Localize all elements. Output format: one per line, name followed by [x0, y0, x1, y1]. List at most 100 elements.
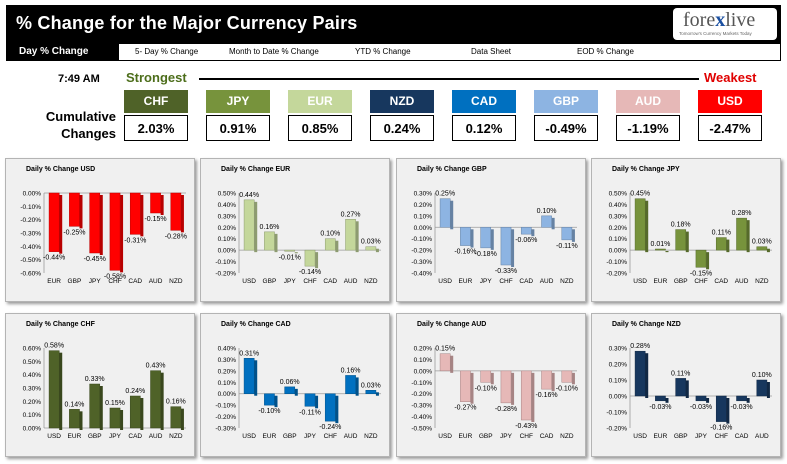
data-label: -0.28% — [165, 233, 187, 240]
x-tick-label: CAD — [714, 278, 728, 285]
data-label: 0.24% — [125, 388, 145, 395]
bar-eur — [460, 370, 471, 402]
x-tick-label: CAD — [323, 278, 337, 285]
bar-chart-aud: 0.20% 0.10% 0.00% -0.10% -0.20% -0.30% -0.40% -… — [411, 346, 578, 441]
tab-day-change[interactable]: Day % Change — [7, 44, 119, 60]
data-label: -0.03% — [730, 404, 752, 411]
chart-panel-jpy: Daily % Change JPY 0.50% 0.40% 0.30% 0.20% 0.… — [591, 158, 781, 302]
bar-chart-jpy: 0.50% 0.40% 0.30% 0.20% 0.10% 0.00% -0.10% -0.2… — [606, 191, 772, 285]
x-tick-label: EUR — [459, 278, 473, 285]
tab-eod-change[interactable]: EOD % Change — [577, 47, 634, 56]
bar-shadow — [99, 195, 103, 255]
x-tick-label: USD — [633, 278, 647, 285]
data-label: 0.16% — [259, 224, 279, 231]
bar-shadow — [766, 382, 770, 398]
data-label: -0.01% — [279, 254, 301, 261]
page-title: % Change for the Major Currency Pairs — [16, 13, 358, 33]
y-tick-label: -0.40% — [20, 244, 41, 251]
x-tick-label: AUD — [344, 278, 358, 285]
data-label: 0.15% — [435, 346, 455, 353]
bar-cad — [715, 237, 727, 251]
bar-shadow — [335, 395, 339, 424]
tile-cad-value: 0.12% — [452, 115, 516, 141]
bar-cad — [541, 370, 552, 390]
bar-gbp — [480, 370, 492, 383]
data-label: -0.15% — [690, 270, 712, 277]
bar-eur — [460, 227, 471, 246]
strength-scale-line — [199, 78, 699, 80]
y-tick-label: 0.00% — [23, 191, 42, 198]
y-tick-label: -0.30% — [411, 259, 432, 266]
chart-title: Daily % Change GBP — [417, 166, 487, 173]
bar-shadow — [59, 195, 63, 254]
data-label: -0.43% — [515, 423, 537, 430]
bar-aud — [345, 375, 356, 394]
bar-gbp — [264, 231, 275, 251]
bar-gbp — [675, 378, 687, 397]
y-tick-label: 0.10% — [414, 213, 433, 220]
tab-5-day-change[interactable]: 5- Day % Change — [135, 47, 199, 56]
forexlive-logo[interactable]: forexlive Tomorrow's Currency Markets To… — [673, 8, 777, 40]
x-tick-label: AUD — [540, 278, 554, 285]
y-tick-label: -0.60% — [20, 271, 41, 278]
bar-shadow — [355, 377, 359, 396]
x-tick-label: EUR — [459, 433, 473, 440]
x-tick-label: USD — [242, 433, 256, 440]
tile-usd-value: -2.47% — [698, 115, 762, 141]
x-tick-label: CAD — [519, 278, 533, 285]
bar-jpy — [109, 407, 121, 429]
tile-gbp-code: GBP — [534, 90, 598, 113]
bar-chf — [304, 249, 316, 267]
data-label: 0.10% — [537, 208, 557, 215]
x-tick-label: CAD — [128, 433, 142, 440]
bar-shadow — [355, 221, 359, 253]
y-tick-label: -0.30% — [411, 403, 432, 410]
data-label: -0.18% — [475, 251, 497, 258]
x-tick-label: CHF — [499, 278, 512, 285]
tab-ytd-change[interactable]: YTD % Change — [355, 47, 411, 56]
x-tick-label: USD — [438, 278, 452, 285]
bar-chart-chf: 0.60% 0.50% 0.40% 0.30% 0.20% 0.10% 0.00% 0.58%… — [23, 343, 186, 440]
data-label: 0.11% — [671, 370, 690, 377]
x-tick-label: EUR — [654, 433, 668, 440]
chart-panel-eur: Daily % Change EUR 0.50% 0.40% 0.30% 0.20% 0.… — [200, 158, 390, 302]
chart-panel-nzd: Daily % Change NZD 0.30% 0.20% 0.10% 0.00% -0… — [591, 313, 781, 457]
x-tick-label: GBP — [674, 433, 688, 440]
x-tick-label: NZD — [364, 278, 378, 285]
bar-shadow — [571, 229, 575, 242]
chart-panel-chf: Daily % Change CHF 0.60% 0.50% 0.40% 0.30% 0.… — [5, 313, 195, 457]
bar-shadow — [470, 372, 474, 404]
bar-shadow — [59, 352, 63, 430]
chart-title: Daily % Change NZD — [612, 321, 681, 328]
bar-shadow — [746, 398, 750, 403]
x-tick-label: CHF — [715, 433, 728, 440]
y-tick-label: -0.30% — [215, 426, 236, 433]
y-tick-label: 0.00% — [609, 248, 628, 255]
bar-chart-gbp: 0.30% 0.20% 0.10% 0.00% -0.10% -0.20% -0.30% -0… — [411, 191, 577, 286]
data-label: 0.44% — [239, 192, 259, 199]
data-label: -0.24% — [319, 424, 341, 431]
y-tick-label: 0.00% — [23, 426, 42, 433]
tab-month-to-date-change[interactable]: Month to Date % Change — [229, 47, 319, 56]
y-tick-label: -0.20% — [215, 414, 236, 421]
bar-shadow — [511, 229, 515, 267]
data-label: 0.58% — [44, 343, 64, 350]
x-tick-label: AUD — [149, 278, 163, 285]
y-tick-label: 0.20% — [23, 399, 42, 406]
data-label: -0.15% — [144, 216, 166, 223]
x-tick-label: AUD — [755, 433, 769, 440]
bar-shadow — [120, 195, 124, 273]
data-label: 0.11% — [712, 230, 731, 237]
bar-jpy — [89, 192, 101, 254]
data-label: -0.16% — [535, 392, 557, 399]
bar-shadow — [274, 395, 278, 408]
bar-cad — [520, 227, 532, 235]
cumulative-changes-label: Cumulative Changes — [45, 109, 116, 141]
x-tick-label: JPY — [284, 278, 297, 285]
y-tick-label: 0.40% — [609, 202, 628, 209]
y-tick-label: -0.20% — [411, 248, 432, 255]
x-tick-label: USD — [242, 278, 256, 285]
bar-shadow — [551, 372, 555, 392]
tab-data-sheet[interactable]: Data Sheet — [471, 47, 512, 56]
bar-eur — [655, 395, 666, 402]
